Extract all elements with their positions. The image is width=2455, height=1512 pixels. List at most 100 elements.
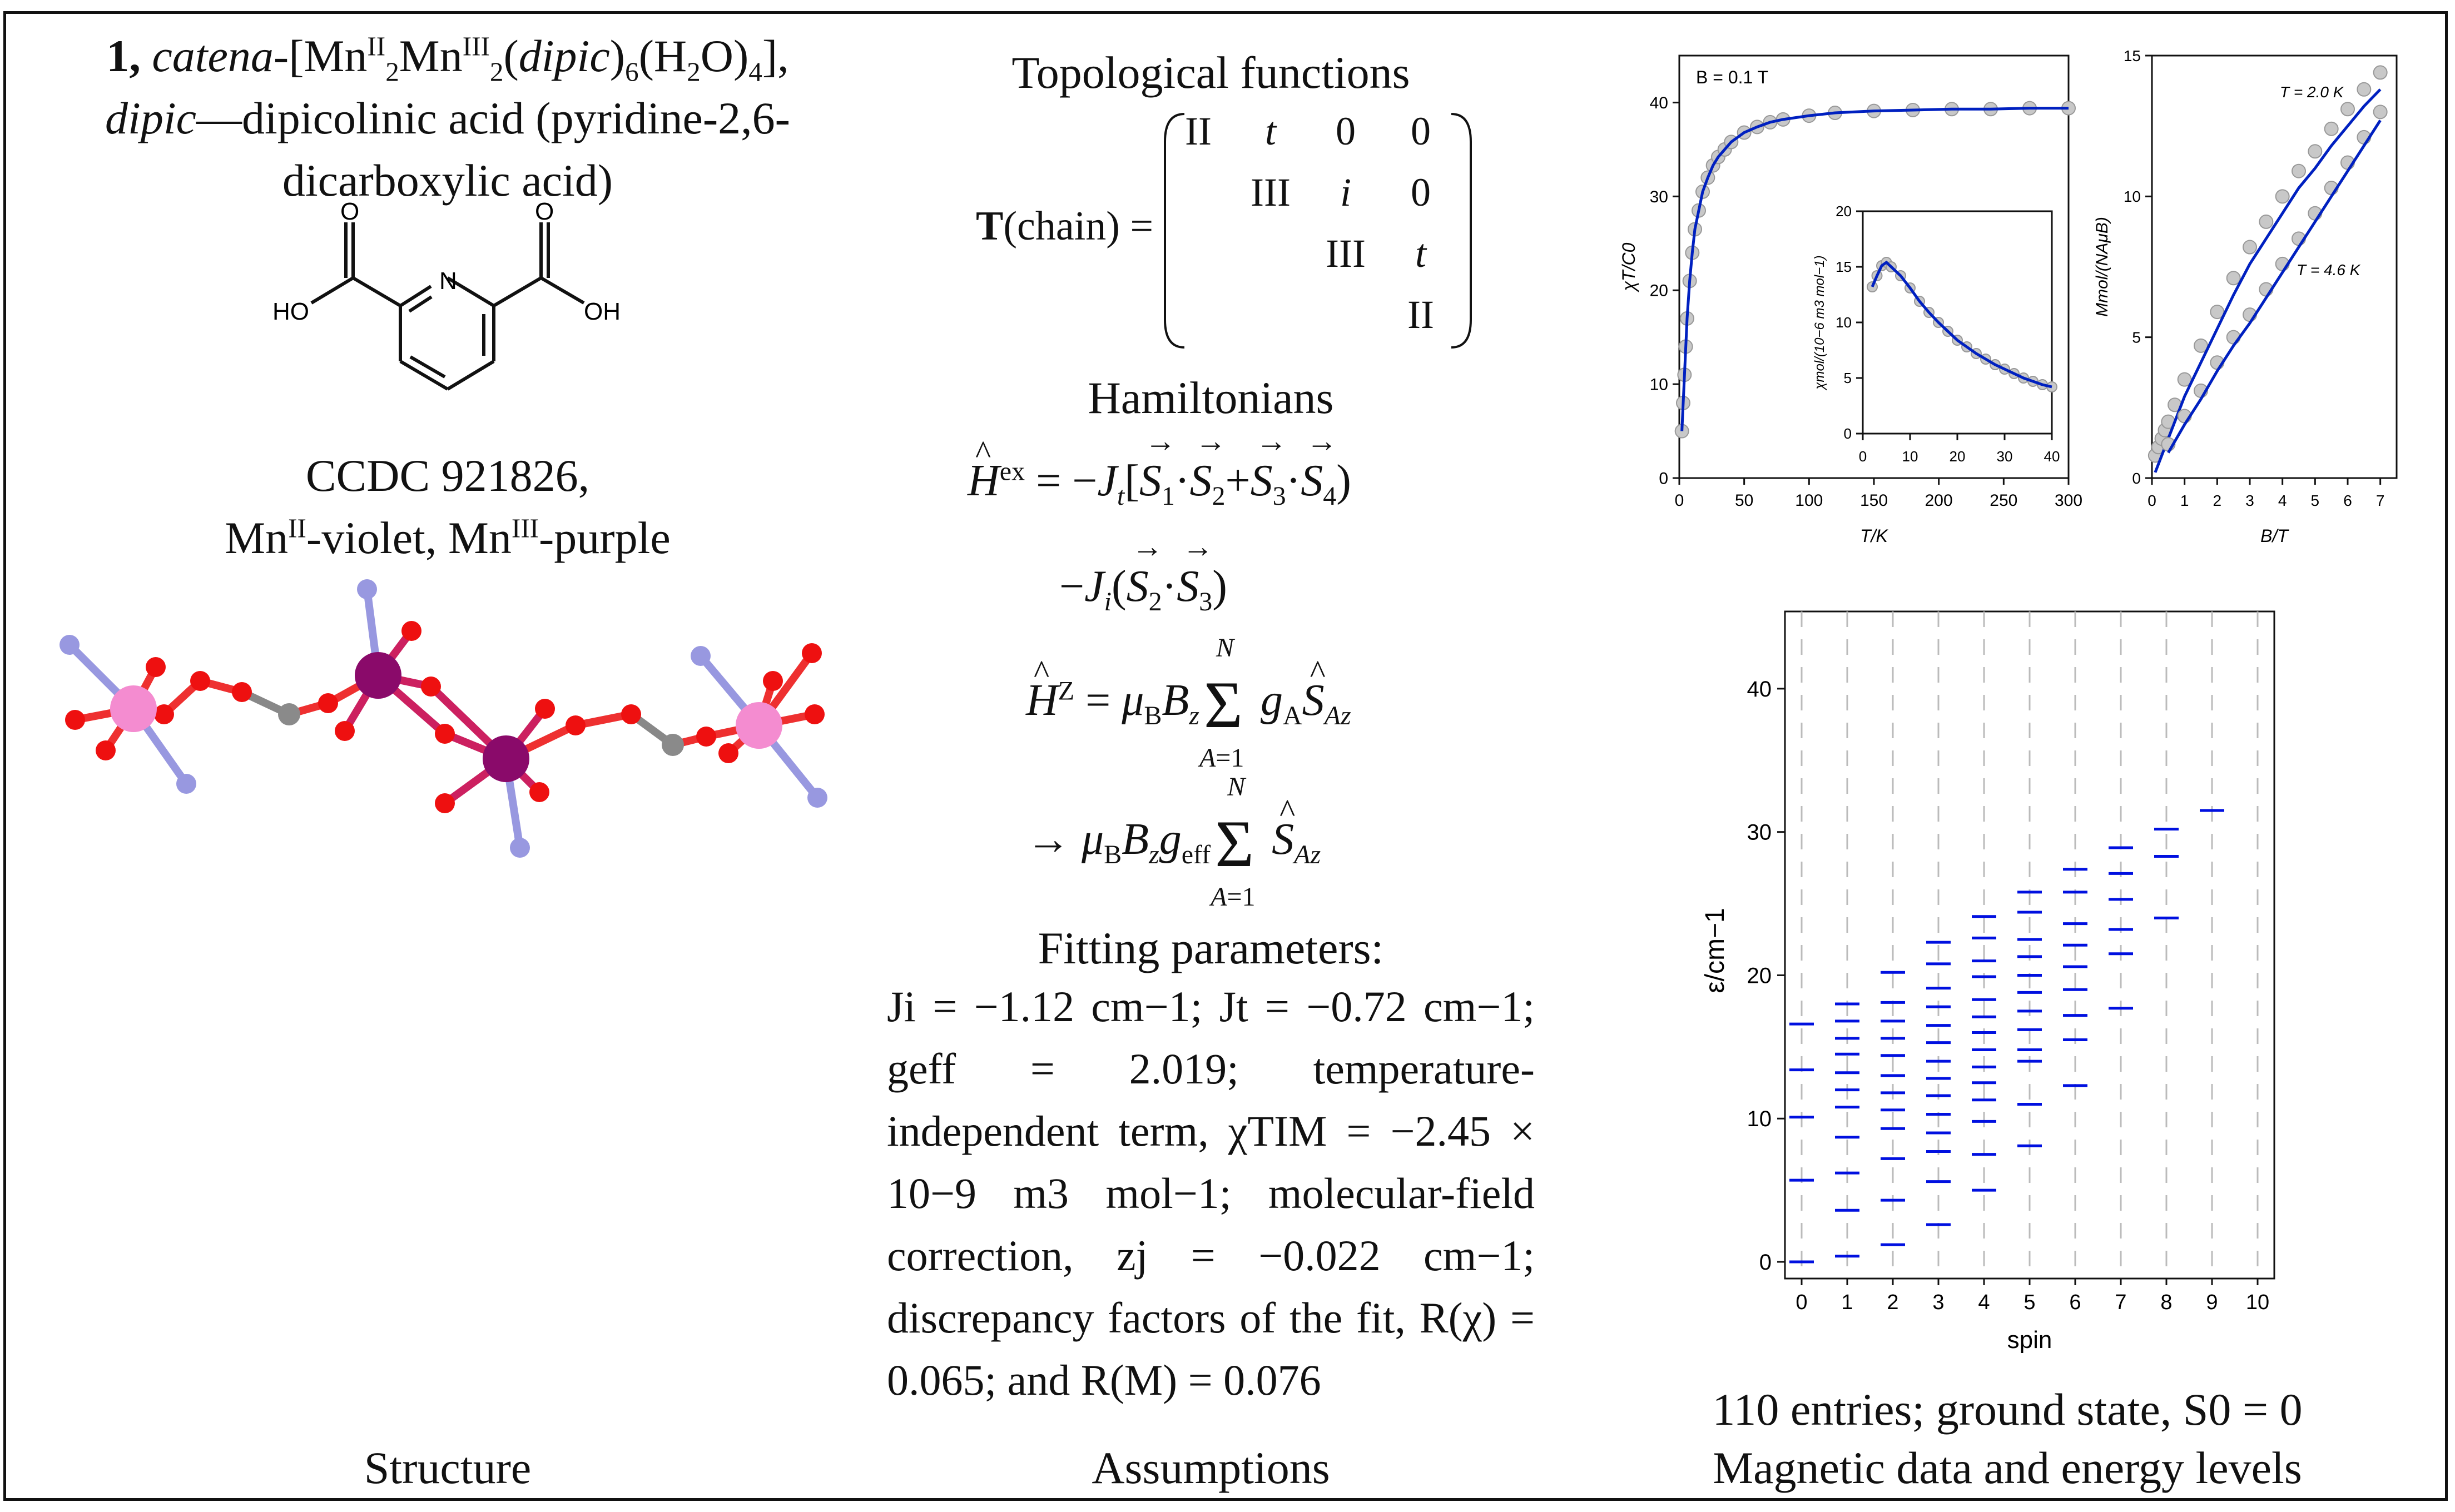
structure-caption: Structure: [364, 1443, 532, 1493]
data-point: [2324, 121, 2339, 136]
matrix-cell: III: [1326, 231, 1366, 276]
x-tick-label: 300: [2055, 491, 2082, 510]
y-tick-label: 10: [2124, 188, 2141, 205]
y-axis-label: χT/C0: [1619, 242, 1639, 292]
x-tick-label: 150: [1860, 491, 1888, 510]
t-chain-bold: T: [976, 203, 1004, 249]
figure-frame: [3, 11, 2448, 1501]
inset-fit-curve: [1871, 260, 2052, 389]
x-axis-label: B/T: [2260, 526, 2289, 546]
y-tick-label: 10: [1747, 1107, 1772, 1131]
y-tick-label: 0: [1659, 470, 1668, 488]
y-tick-label: 20: [1747, 963, 1772, 988]
data-point: [2308, 144, 2323, 159]
y-tick-label: 0: [2132, 470, 2141, 487]
oxygen-label-left: O: [340, 200, 359, 225]
x-tick-label: 4: [2278, 492, 2287, 509]
t-chain-rest: (chain) =: [1003, 203, 1154, 249]
x-tick-label: 0: [1859, 448, 1867, 465]
x-tick-label: 20: [1950, 448, 1966, 465]
y-tick-label: 20: [1650, 282, 1668, 300]
annotation-t20: T = 2.0 K: [2280, 83, 2344, 101]
matrix-brackets: [1164, 113, 1472, 349]
plot-frame: [1862, 210, 2053, 435]
x-tick-label: 6: [2343, 492, 2352, 509]
x-tick-label: 10: [2246, 1291, 2269, 1314]
matrix-cell: 0: [1411, 109, 1431, 153]
matrix-cell: t: [1264, 109, 1276, 153]
y-tick-label: 10: [1650, 376, 1668, 394]
x-tick-label: 6: [2069, 1291, 2081, 1314]
y-tick-label: 5: [2132, 329, 2141, 346]
x-tick-label: 3: [2245, 492, 2254, 509]
y-axis-label: Mmol/(NAμB): [2093, 217, 2111, 317]
data-point: [2340, 102, 2355, 117]
energy-caption-2: Magnetic data and energy levels: [1713, 1443, 2302, 1493]
y-tick-label: 40: [1650, 94, 1668, 112]
x-tick-label: 2: [1887, 1291, 1898, 1314]
compound-prefix: catena: [152, 31, 274, 81]
matrix-cell: II: [1185, 109, 1212, 153]
y-tick-label: 0: [1844, 425, 1852, 442]
data-point: [2259, 214, 2274, 229]
energy-levels-chart: 0 1 2 3 4 5 6 7 8 9 10 0 10 20 30 40 spin ε/cm−1: [1700, 610, 2275, 1354]
plot-frame: [2151, 54, 2398, 479]
dipicolinic-acid-structure: N O O HO OH: [272, 200, 621, 391]
hydroxyl-label-right: OH: [584, 298, 621, 325]
nitrogen-label: N: [439, 267, 457, 295]
y-tick-label: 30: [1650, 188, 1668, 206]
dipic-definition-2: dicarboxylic acid): [282, 155, 613, 206]
x-tick-label: 8: [2160, 1291, 2172, 1314]
x-tick-label: 0: [1796, 1291, 1807, 1314]
ccdc-info: CCDC 921826, MnII-violet, MnIII-purple: [44, 445, 851, 569]
x-axis-label: T/K: [1860, 526, 1888, 546]
x-tick-label: 1: [2180, 492, 2189, 509]
x-tick-label: 5: [2311, 492, 2320, 509]
x-tick-label: 250: [1990, 491, 2017, 510]
hamiltonians-title: Hamiltonians: [1088, 372, 1334, 423]
t-chain-label: T(chain) =: [976, 203, 1153, 250]
data-point: [2357, 82, 2372, 97]
topological-title: Topological functions: [1011, 47, 1410, 98]
x-tick-label: 0: [2147, 492, 2156, 509]
field-label: B = 0.1 T: [1696, 67, 1768, 87]
oxygen-label-right: O: [535, 200, 554, 225]
crystal-structure: [59, 579, 827, 858]
plot-frame: [1678, 54, 2070, 479]
color-legend: MnII-violet, MnIII-purple: [225, 513, 671, 563]
exchange-hamiltonian-line2: −Ji(S2·S3): [1059, 529, 1227, 615]
x-tick-label: 200: [1925, 491, 1953, 510]
data-point: [2292, 163, 2306, 178]
x-tick-label: 10: [1902, 448, 1918, 465]
inset-y-axis-label: χmol/(10−6 m3 mol−1): [1812, 255, 1827, 390]
annotation-t46: T = 4.6 K: [2297, 261, 2361, 278]
y-tick-label: 0: [1759, 1250, 1772, 1275]
matrix-cell: i: [1340, 170, 1351, 215]
fitting-title: Fitting parameters:: [1038, 923, 1384, 973]
matrix-cell: II: [1407, 292, 1434, 337]
x-tick-label: 40: [2044, 448, 2060, 465]
y-tick-label: 15: [2124, 47, 2141, 64]
y-tick-label: 40: [1747, 677, 1772, 702]
magnetization-chart: 0 1 2 3 4 5 6 7 0 5 10 15 B/T Mmol/(NAμB) T = 2.0 K T =…: [2093, 47, 2398, 546]
x-tick-label: 100: [1795, 491, 1823, 510]
x-tick-label: 3: [1932, 1291, 1944, 1314]
topology-matrix: II t 0 0 III i 0 III t II: [1173, 108, 1474, 353]
matrix-cell: 0: [1411, 170, 1431, 215]
exchange-hamiltonian-line1: Hex = −Jt[S1·S2+S3·S4): [968, 424, 1351, 510]
assumptions-caption: Assumptions: [1092, 1443, 1330, 1493]
matrix-cell: 0: [1336, 109, 1356, 153]
data-point: [2275, 189, 2290, 204]
compound-number: 1,: [106, 31, 141, 81]
x-axis-label: spin: [2007, 1326, 2052, 1354]
compound-title: 1, catena-[MnII2MnIII2(dipic)6(H2O)4], d…: [44, 25, 851, 212]
x-tick-label: 5: [2023, 1291, 2035, 1314]
energy-caption-1: 110 entries; ground state, S0 = 0: [1712, 1384, 2303, 1435]
x-tick-label: 1: [1841, 1291, 1853, 1314]
x-tick-label: 9: [2206, 1291, 2218, 1314]
y-tick-label: 15: [1836, 258, 1852, 275]
fit-curve: [2167, 120, 2382, 454]
